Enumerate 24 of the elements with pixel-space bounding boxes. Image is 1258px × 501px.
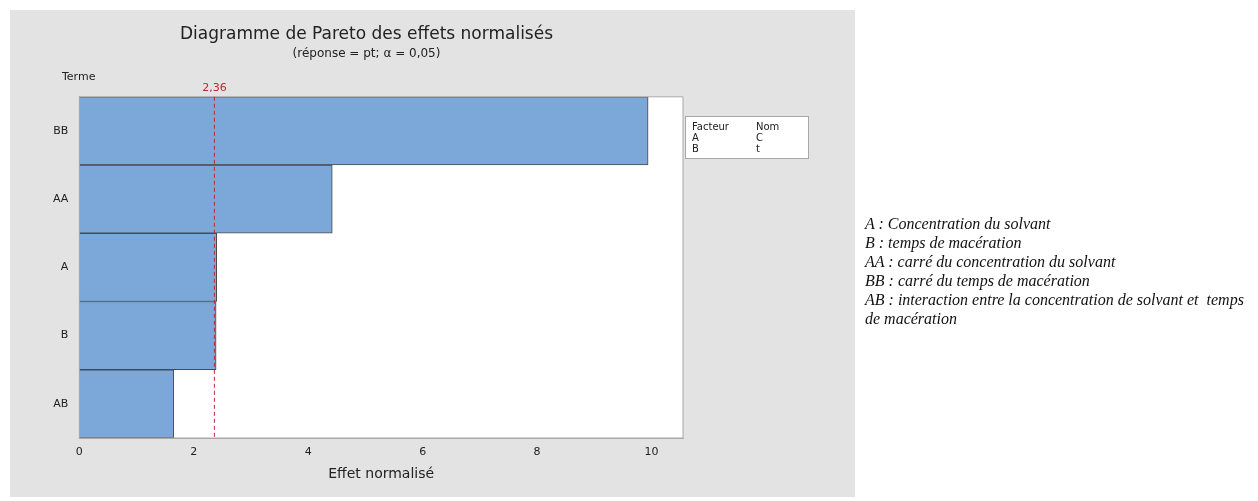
text: B : temps de macération [865,233,1023,252]
x-tick-label: 6 [419,445,427,459]
text: A C [692,132,763,143]
text: A : Concentration du solvant [865,214,1052,233]
chart-title: Diagramme de Pareto des effets normalisés [179,22,554,43]
y-axis-title: Terme [61,70,96,84]
chart-subtitle: (réponse = pt; α = 0,05) [292,45,441,60]
text: AA : carré du concentration du solvant [865,252,1117,271]
y-tick-label: A [60,260,69,274]
x-tick-label: 8 [533,445,541,459]
text: B t [692,143,760,154]
ref-line-label: 2,36 [202,81,227,95]
text: Facteur Nom [692,121,780,132]
text: BB : carré du temps de macération [865,271,1091,290]
x-tick-label: 2 [190,445,198,459]
x-tick-label: 4 [304,445,312,459]
x-tick-label: 10 [644,445,659,459]
text: AB : interaction entre la concentration de solvant et temps de macération [865,290,1245,328]
y-tick-label: B [60,328,69,342]
x-axis-title: Effet normalisé [328,465,435,482]
y-tick-label: BB [53,123,69,137]
x-tick-label: 0 [75,445,83,459]
y-tick-label: AB [53,396,69,410]
y-tick-label: AA [53,192,69,206]
